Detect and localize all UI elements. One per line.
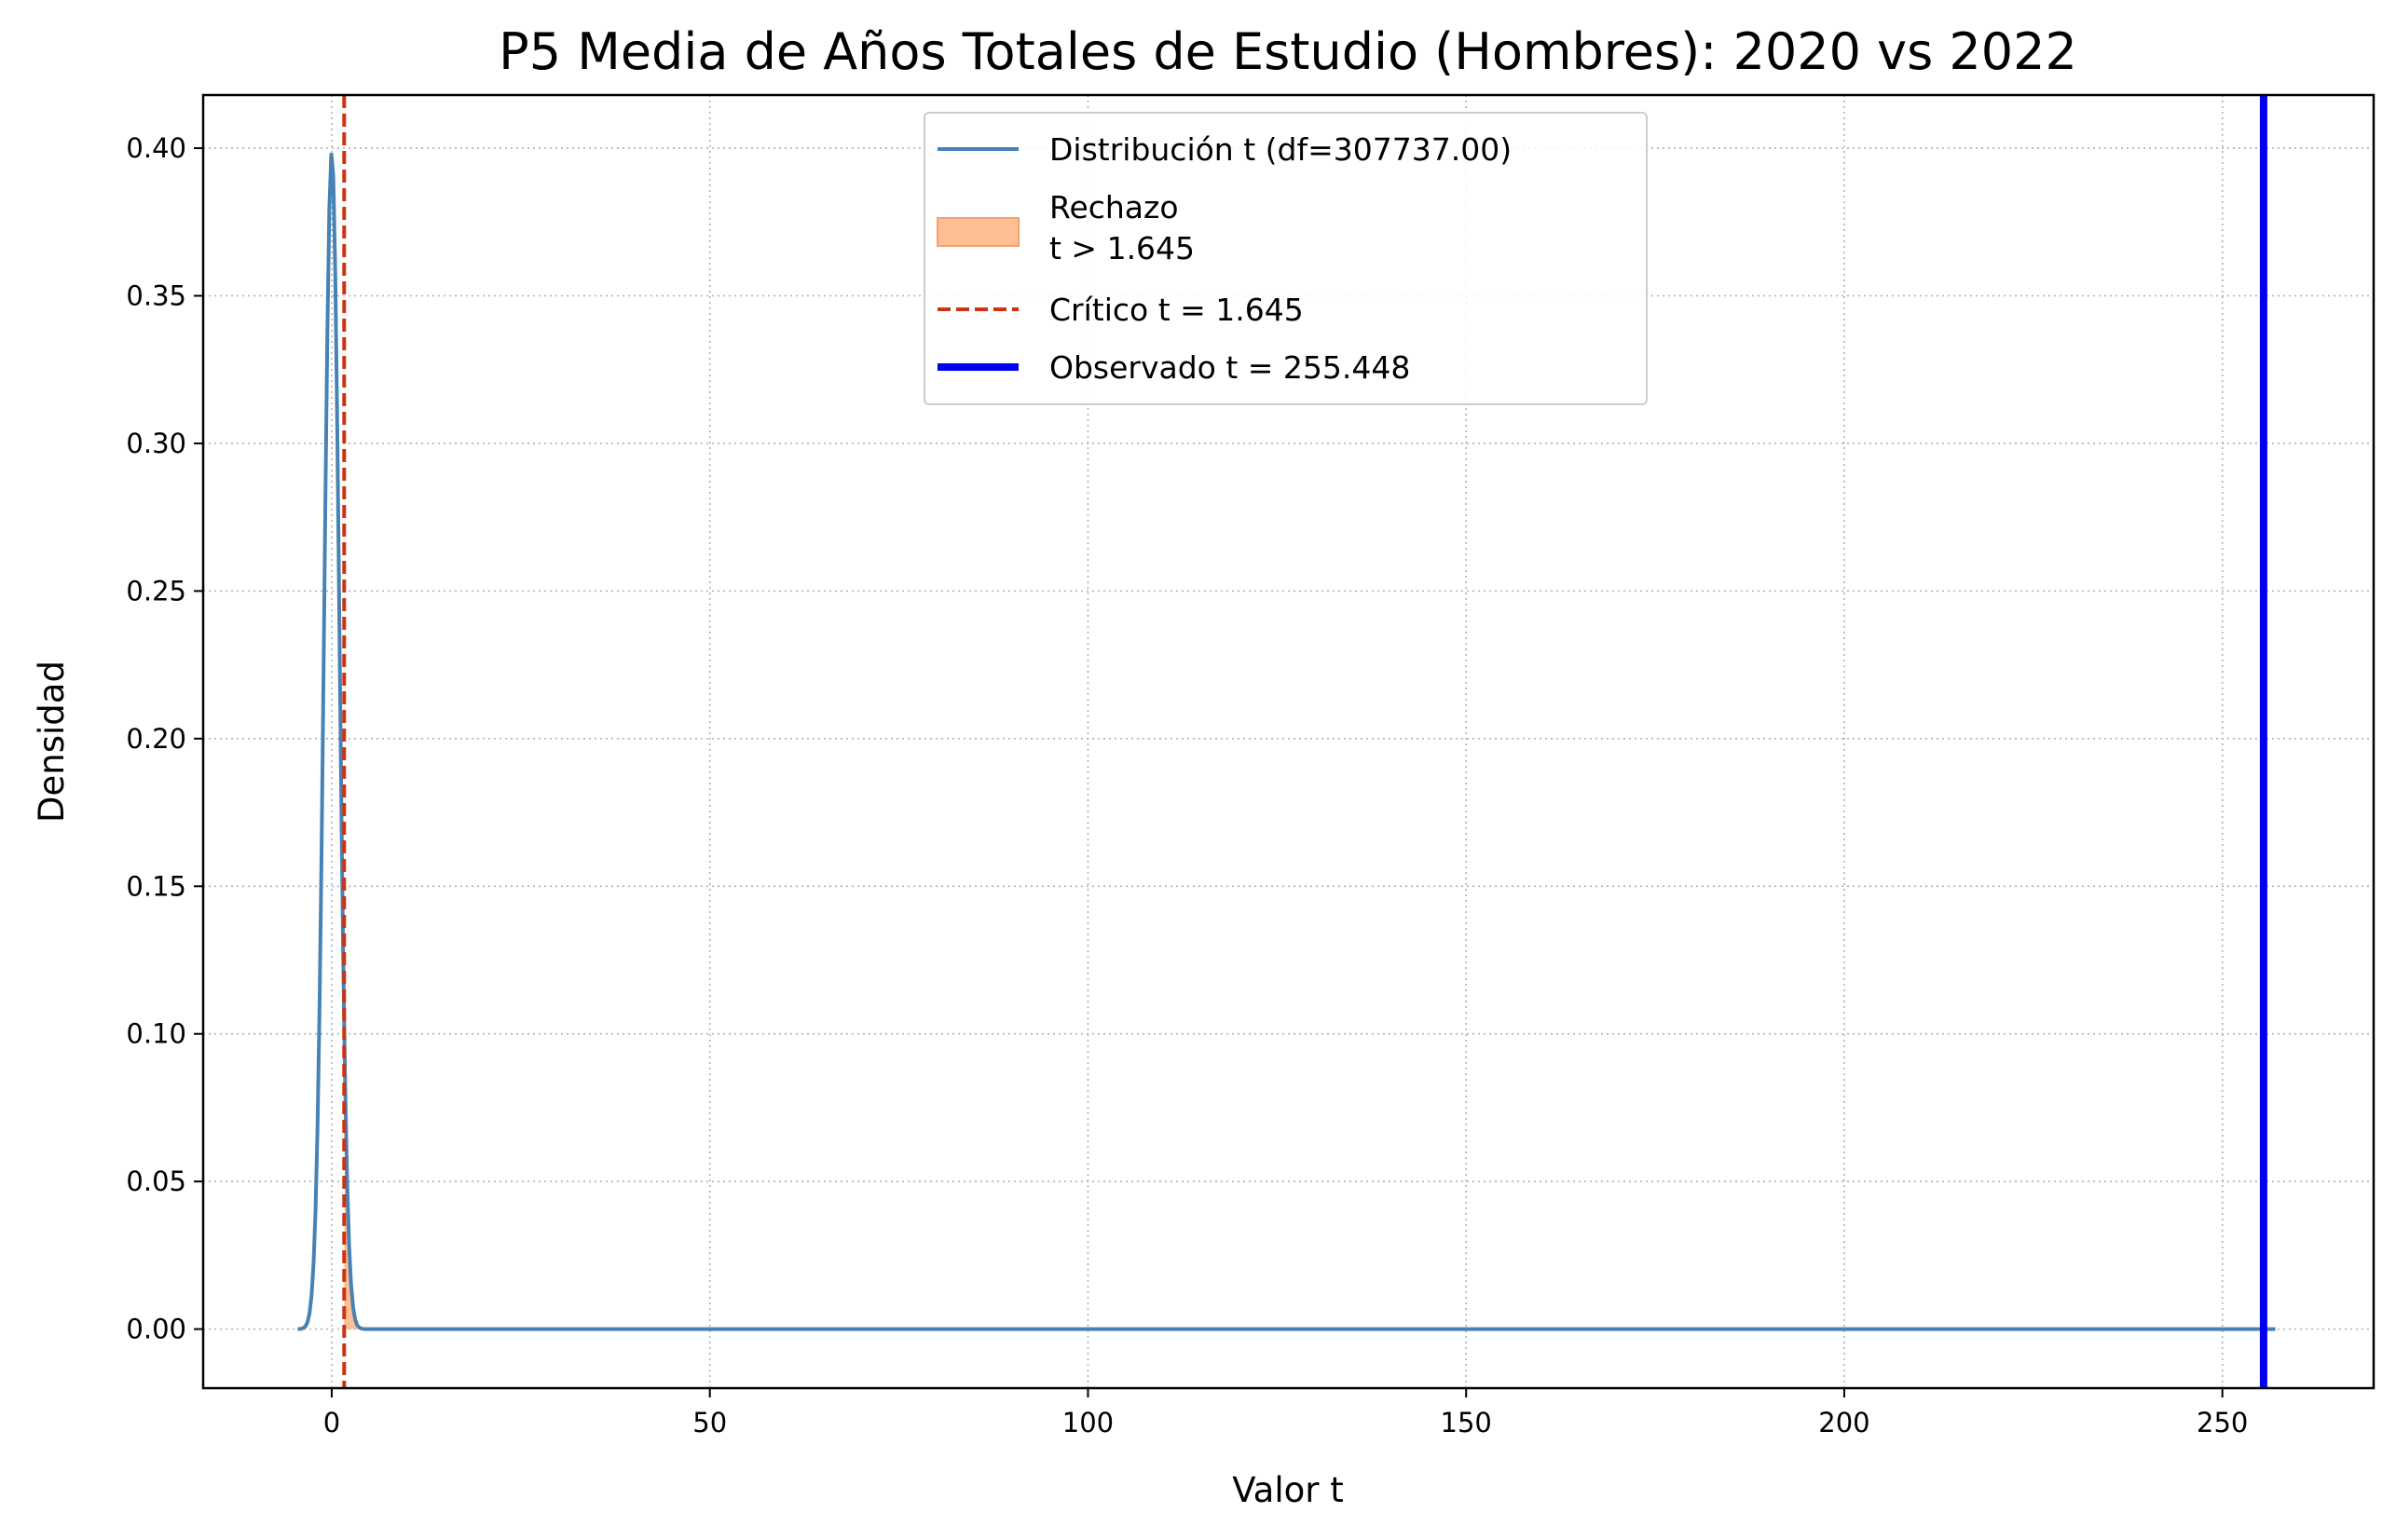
- y-tick-label: 0.10: [126, 1018, 186, 1050]
- x-tick-label: 150: [1441, 1407, 1492, 1438]
- y-tick-label: 0.05: [126, 1165, 186, 1197]
- x-tick-label: 200: [1818, 1407, 1869, 1438]
- x-tick-label: 50: [692, 1407, 727, 1438]
- y-tick-label: 0.20: [126, 723, 186, 755]
- legend: Distribución t (df=307737.00) Rechazo t > …: [924, 112, 1648, 405]
- y-tick-label: 0.25: [126, 575, 186, 606]
- plot-area: [297, 95, 2276, 1388]
- x-tick-label: 0: [323, 1407, 340, 1438]
- legend-handle-rejection: [937, 217, 1020, 247]
- legend-label-observed: Observado t = 255.448: [1049, 349, 1410, 386]
- x-tick-label: 250: [2197, 1407, 2248, 1438]
- y-tick-label: 0.30: [126, 428, 186, 459]
- axes-frame: [201, 93, 2375, 1390]
- y-tick-label: 0.15: [126, 870, 186, 902]
- y-tick-label: 0.40: [126, 132, 186, 164]
- legend-label-distribution: Distribución t (df=307737.00): [1049, 131, 1512, 168]
- legend-box: [924, 112, 1648, 405]
- x-axis-label: Valor t: [1232, 1470, 1344, 1510]
- x-tick-label: 100: [1062, 1407, 1114, 1438]
- axis-ticks: 0 50 100 150 200 250 0.00 0.05 0.10 0.15 0.20 0.25 0…: [126, 132, 2248, 1438]
- y-axis-label: Densidad: [32, 661, 72, 823]
- legend-label-critical: Crítico t = 1.645: [1049, 292, 1304, 328]
- legend-label-rejection: Rechazo: [1049, 189, 1179, 225]
- t-distribution-line: [297, 153, 2276, 1331]
- legend-label-rejection-condition: t > 1.645: [1049, 230, 1195, 266]
- y-tick-label: 0.35: [126, 279, 186, 311]
- chart-title: P5 Media de Años Totales de Estudio (Hom…: [499, 22, 2077, 81]
- y-tick-label: 0.00: [126, 1314, 186, 1345]
